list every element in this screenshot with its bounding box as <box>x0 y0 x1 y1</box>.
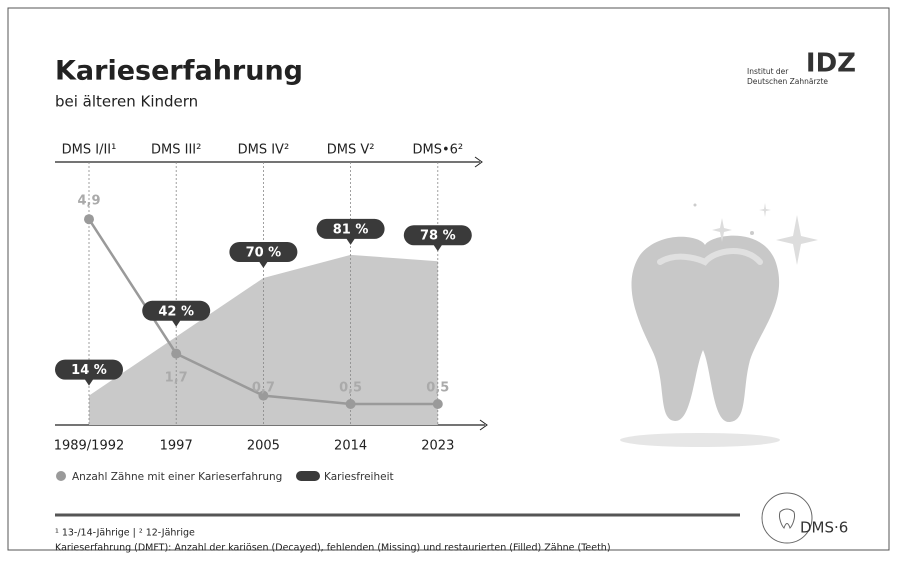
badge <box>142 300 211 327</box>
top-label: DMS I/II¹ <box>62 143 117 158</box>
dot <box>258 390 269 401</box>
logo-text: Institut der <box>747 67 789 76</box>
subtitle: bei älteren Kindern <box>55 93 198 111</box>
badge <box>55 359 123 386</box>
legend-swatch <box>56 471 66 481</box>
logo-text: Deutschen Zahnärzte <box>747 77 828 86</box>
badge <box>316 218 385 245</box>
badge-label: 78 % <box>420 229 456 244</box>
badge <box>229 242 298 268</box>
dms-logo: DMS·6 <box>761 492 848 544</box>
footnote: Karieserfahrung (DMFT): Anzahl der kariö… <box>55 543 611 554</box>
dot <box>171 348 182 359</box>
dot <box>345 399 356 409</box>
dms-logo-text: DMS·6 <box>800 519 848 537</box>
top-label: DMS III² <box>151 143 201 158</box>
dot <box>432 399 443 409</box>
badge-label: 70 % <box>246 246 282 261</box>
top-label: DMS IV² <box>238 143 290 158</box>
x-tick-label: 2005 <box>247 439 280 454</box>
badge-label: 42 % <box>158 304 194 319</box>
badge <box>403 225 472 252</box>
value-label: 0,5 <box>339 381 362 396</box>
x-tick-label: 1989/1992 <box>54 439 125 454</box>
legend-label: Anzahl Zähne mit einer Karieserfahrung <box>72 471 282 483</box>
arrow <box>474 156 483 168</box>
value-label: 4,9 <box>77 194 100 209</box>
footnote: ¹ 13-/14-Jährige | ² 12-Jährige <box>55 528 195 539</box>
tooth <box>620 203 818 447</box>
dot <box>84 214 94 225</box>
logo-mark: IDZ <box>806 49 856 79</box>
x-tick-label: 1997 <box>160 439 193 454</box>
legend-label: Kariesfreiheit <box>324 471 394 483</box>
value-label: 1,7 <box>165 371 188 386</box>
badge-label: 81 % <box>333 222 369 237</box>
x-tick-label: 2014 <box>334 439 367 454</box>
badge-label: 14 % <box>71 363 107 378</box>
legend-swatch <box>296 471 320 481</box>
top-label: DMS V² <box>327 143 375 158</box>
x-tick-label: 2023 <box>421 439 454 454</box>
title: Karieserfahrung <box>55 56 303 87</box>
top-label: DMS•6² <box>412 143 463 158</box>
arrow <box>479 419 488 431</box>
value-label: 0,7 <box>252 381 275 396</box>
value-label: 0,5 <box>426 381 449 396</box>
